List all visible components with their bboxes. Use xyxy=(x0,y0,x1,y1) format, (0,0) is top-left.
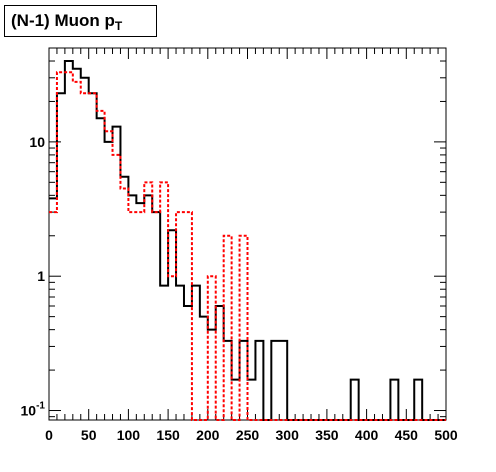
chart-title-subscript: T xyxy=(114,19,123,33)
x-tick-label: 500 xyxy=(434,427,458,443)
x-tick-label: 0 xyxy=(45,427,53,443)
chart-title: (N-1) Muon pT xyxy=(4,5,157,37)
y-tick-label: 1 xyxy=(37,268,45,284)
x-tick-label: 100 xyxy=(117,427,141,443)
x-tick-label: 50 xyxy=(81,427,97,443)
chart-title-main: (N-1) Muon p xyxy=(11,11,115,30)
histogram-series-1 xyxy=(49,71,446,421)
y-tick-label: 10 xyxy=(29,134,45,150)
x-tick-label: 200 xyxy=(196,427,220,443)
x-tick-label: 250 xyxy=(236,427,260,443)
x-tick-label: 350 xyxy=(315,427,339,443)
x-tick-label: 400 xyxy=(355,427,379,443)
x-tick-label: 450 xyxy=(395,427,419,443)
x-tick-label: 150 xyxy=(156,427,180,443)
histogram-series-0 xyxy=(49,60,446,421)
x-tick-label: 300 xyxy=(276,427,300,443)
y-tick-label: 10-1 xyxy=(21,401,46,419)
